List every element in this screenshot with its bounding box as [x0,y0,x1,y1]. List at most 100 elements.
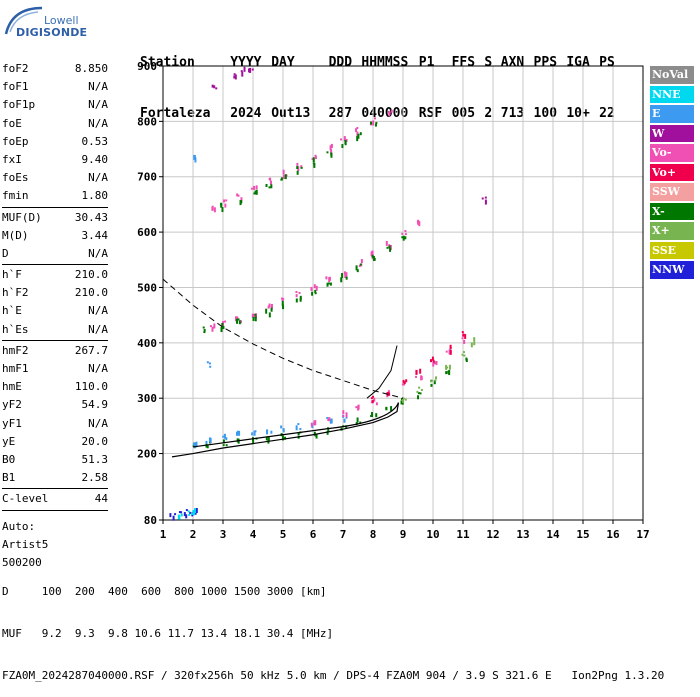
footer-distance-row: D 100 200 400 600 800 1000 1500 3000 [km… [2,585,327,598]
echo-point [265,430,268,433]
echo-point [202,326,205,329]
echo-point [326,417,329,420]
legend-item-vo-: Vo+ [650,163,694,181]
echo-point [253,192,256,195]
echo-point [195,441,198,447]
echo-point [403,381,406,385]
param-label: foF1 [2,80,29,94]
echo-point [312,157,315,163]
echo-point [215,87,218,90]
echo-point [180,513,183,517]
echo-point [183,512,186,517]
echo-point [418,386,421,389]
echo-point [314,289,317,293]
param-value: N/A [88,98,108,112]
param-row-d: D N/A [2,245,108,263]
echo-point [374,123,377,127]
header-row2-10: 10+ [566,106,590,121]
echo-point [448,370,451,376]
echo-point [340,277,343,283]
echo-point [401,236,404,239]
echo-point [192,511,195,516]
echo-point [390,109,393,113]
echo-point [313,420,316,426]
echo-point [174,513,177,516]
param-label: D [2,246,9,260]
echo-point [463,339,466,344]
echo-point [220,327,223,333]
echo-point [359,132,362,136]
echo-point [191,512,194,515]
echo-point [326,282,329,287]
x-tick-label: 13 [516,528,529,541]
echo-point [284,174,287,180]
echo-point [251,68,254,71]
echo-point [224,203,227,208]
echo-point [419,392,422,395]
echo-point [360,259,363,264]
param-row-h-f: h`F 210.0 [2,266,108,284]
x-tick-label: 11 [456,528,470,541]
param-label: MUF(D) [2,210,42,224]
echo-point [209,325,212,328]
echo-point [404,236,407,240]
echo-point [371,412,374,418]
y-tick-label: 800 [137,115,157,128]
param-label: B1 [2,471,16,485]
echo-point [237,318,240,321]
legend-item-nne: NNE [650,85,694,103]
echo-point [462,333,465,337]
x-tick-label: 3 [220,528,227,541]
echo-point [240,197,243,202]
echo-point [415,369,418,375]
ionogram-plot: 1 2 3 4 5 6 7 8 9 10 11 12 13 14 15 16 17802003004005006… [137,60,650,541]
param-row-foes: foEs N/A [2,169,108,187]
polarization-legend: NoVal NNE E W Vo- Vo+ SSW X- X+ SSE NNW [650,66,694,281]
echo-point [225,437,228,441]
echo-point [248,68,251,73]
param-value: 267.7 [74,343,108,357]
param-value: 20.0 [81,434,109,448]
auto-scaling-line: Auto: [2,519,36,533]
echo-point [255,313,258,319]
logo-lowell-text: Lowell [44,14,79,27]
echo-point [236,193,239,197]
echo-point [328,276,331,281]
muf-dashed-line [162,278,404,399]
echo-point [254,316,257,322]
echo-point [401,402,404,405]
echo-point [314,156,317,160]
param-label: hmF1 [2,362,29,375]
echo-point [297,166,300,172]
param-value: 0.53 [81,134,109,148]
echo-point [430,383,433,387]
param-label: foEs [2,171,29,185]
echo-point [370,415,373,418]
param-value: 3.44 [81,228,109,242]
echo-point [284,436,287,440]
echo-point [224,320,227,323]
param-row-hmf2: hmF2 267.7 [2,342,108,360]
param-row-fxi: fxI 9.40 [2,151,108,169]
param-value: 51.3 [81,452,109,466]
echo-point [239,200,242,204]
legend-item-noval: NoVal [650,66,694,84]
echo-point [356,131,359,137]
echo-point [340,138,343,141]
echo-point [341,273,344,279]
echo-point [388,245,391,249]
echo-point [238,430,241,436]
echo-point [404,398,407,401]
legend-item-e: E [650,105,694,123]
footer-file-row: FZA0M_2024287040000.RSF / 320fx256h 50 k… [2,669,665,682]
echo-point [405,379,408,383]
x-tick-label: 10 [426,528,439,541]
echo-point [312,162,315,165]
echo-point [282,305,285,310]
echo-point [240,70,243,73]
echo-point [313,431,316,436]
y-tick-label: 400 [137,337,157,350]
echo-point [281,300,284,305]
echo-point [223,433,226,439]
echo-point [268,303,271,308]
